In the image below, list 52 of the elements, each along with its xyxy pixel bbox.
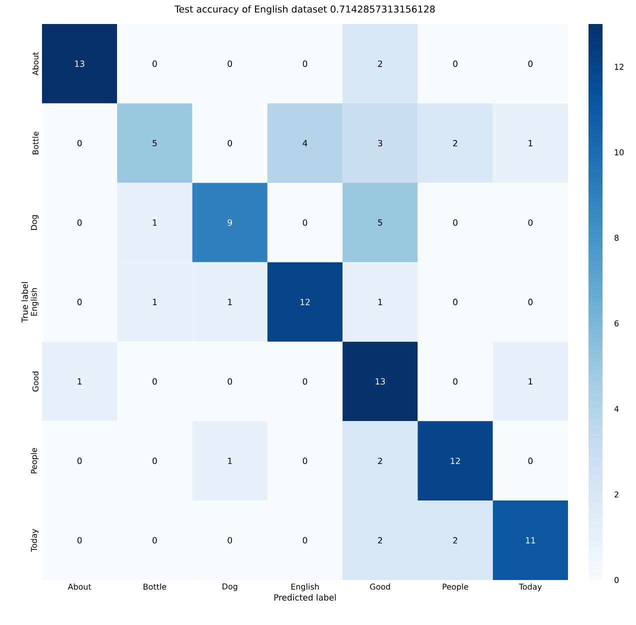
data-label: 0 bbox=[302, 378, 308, 385]
data-label: 5 bbox=[152, 140, 157, 146]
data-label: 1 bbox=[228, 298, 232, 306]
data-label: 0 bbox=[528, 298, 533, 306]
data-label: 12 bbox=[450, 458, 460, 464]
data-label: 0 bbox=[228, 140, 232, 146]
data-label: 0 bbox=[77, 537, 82, 544]
data-label: 1 bbox=[78, 378, 82, 385]
data-label: 13 bbox=[75, 60, 84, 67]
data-label: 1 bbox=[528, 140, 532, 146]
data-label: 1 bbox=[528, 378, 532, 385]
data-label: 0 bbox=[528, 60, 533, 67]
data-label: 0 bbox=[302, 60, 308, 67]
data-label: 13 bbox=[376, 378, 385, 385]
data-label: 0 bbox=[77, 458, 82, 464]
data-label: 0 bbox=[228, 60, 232, 67]
data-label: 0 bbox=[302, 537, 308, 544]
data-label: 0 bbox=[77, 140, 82, 146]
data-label: 2 bbox=[378, 458, 382, 464]
data-label: 0 bbox=[228, 378, 232, 385]
data-label: 0 bbox=[302, 458, 308, 464]
data-label: 0 bbox=[453, 378, 458, 385]
data-label: 3 bbox=[378, 140, 382, 146]
data-label: 0 bbox=[152, 537, 157, 544]
data-label: 0 bbox=[453, 60, 458, 67]
x-axis-title: Predicted label bbox=[274, 594, 336, 601]
data-label: 12 bbox=[300, 298, 310, 306]
data-label: 1 bbox=[152, 298, 157, 306]
data-label: 2 bbox=[453, 537, 458, 544]
data-label: 0 bbox=[528, 458, 533, 464]
data-label: 0 bbox=[453, 219, 458, 226]
data-label: 0 bbox=[152, 458, 157, 464]
data-label: 0 bbox=[528, 219, 533, 226]
data-label: 0 bbox=[77, 298, 82, 306]
data-label: 2 bbox=[378, 537, 382, 544]
y-axis-title: True label bbox=[21, 282, 28, 323]
data-label: 2 bbox=[453, 140, 458, 146]
data-label: 5 bbox=[378, 219, 382, 226]
data-label: 0 bbox=[453, 298, 458, 306]
data-label: 9 bbox=[228, 219, 232, 226]
data-label: 1 bbox=[378, 298, 382, 306]
data-label: 0 bbox=[152, 60, 157, 67]
data-label: 11 bbox=[526, 537, 536, 544]
data-label: 2 bbox=[378, 60, 382, 67]
data-label: 4 bbox=[302, 140, 308, 146]
data-label: 1 bbox=[228, 458, 232, 464]
data-label: 1 bbox=[152, 219, 157, 226]
chart-title: Test accuracy of English dataset 0.7142857313156128 bbox=[174, 5, 435, 14]
data-label: 0 bbox=[302, 219, 308, 226]
data-label: 0 bbox=[228, 537, 232, 544]
data-label: 0 bbox=[152, 378, 157, 385]
data-label: 0 bbox=[77, 219, 82, 226]
